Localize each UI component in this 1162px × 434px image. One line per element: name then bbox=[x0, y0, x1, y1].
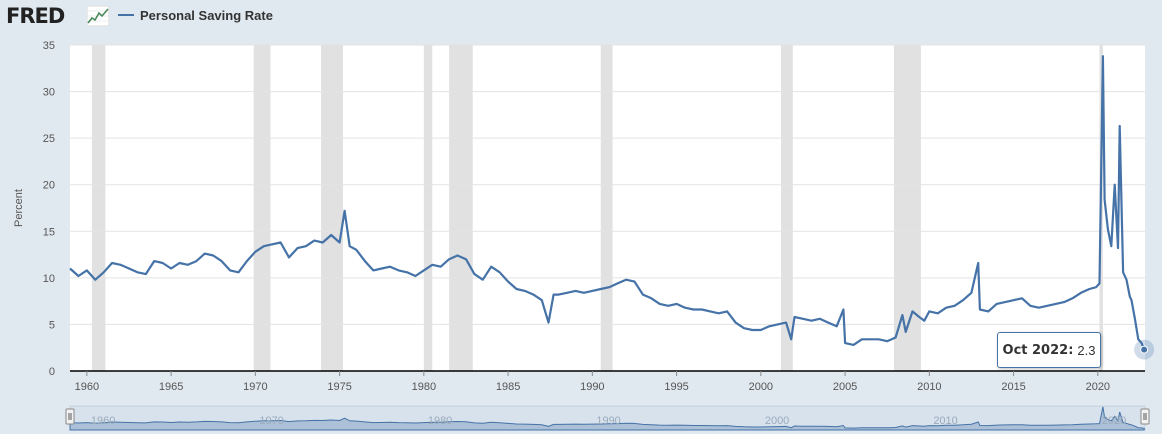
y-tick-label: 0 bbox=[49, 366, 55, 378]
x-tick-label: 1960 bbox=[75, 381, 99, 393]
x-tick-label: 1965 bbox=[159, 381, 183, 393]
hover-point[interactable] bbox=[1140, 345, 1149, 354]
y-tick-label: 15 bbox=[43, 226, 55, 238]
chart-legend[interactable]: Personal Saving Rate bbox=[118, 8, 273, 23]
legend-label: Personal Saving Rate bbox=[140, 8, 273, 23]
x-tick-label: 2015 bbox=[1001, 381, 1025, 393]
recession-band bbox=[781, 45, 793, 371]
x-tick-label: 1995 bbox=[664, 381, 688, 393]
y-tick-label: 20 bbox=[43, 180, 55, 192]
x-tick-label: 1990 bbox=[580, 381, 604, 393]
data-tooltip: Oct 2022: 2.3 bbox=[997, 332, 1101, 368]
tooltip-value: 2.3 bbox=[1077, 342, 1096, 358]
recession-band bbox=[91, 45, 106, 371]
navigator-handle-left[interactable] bbox=[65, 408, 75, 425]
chart-header: FRED Personal Saving Rate bbox=[0, 0, 1162, 34]
navigator-tick-label: 2010 bbox=[933, 415, 957, 427]
recession-band bbox=[321, 45, 343, 371]
navigator-tick-label: 1990 bbox=[596, 415, 620, 427]
legend-swatch bbox=[118, 13, 134, 16]
navigator-handle-right[interactable] bbox=[1140, 408, 1150, 425]
y-tick-label: 30 bbox=[43, 87, 55, 99]
y-tick-label: 10 bbox=[43, 273, 55, 285]
series-line[interactable] bbox=[69, 55, 1146, 351]
x-tick-label: 2005 bbox=[833, 381, 857, 393]
recession-band bbox=[893, 45, 921, 371]
y-axis-label: Percent bbox=[13, 189, 25, 227]
navigator-tick-label: 1980 bbox=[428, 415, 452, 427]
y-tick-label: 5 bbox=[49, 319, 55, 331]
x-tick-label: 2010 bbox=[917, 381, 941, 393]
navigator-tick-label: 2000 bbox=[765, 415, 789, 427]
navigator-series bbox=[69, 406, 1145, 431]
recession-band bbox=[449, 45, 473, 371]
navigator-selection[interactable] bbox=[70, 406, 1145, 430]
x-tick-label: 1975 bbox=[327, 381, 351, 393]
navigator-tick-label: 2020 bbox=[1102, 415, 1126, 427]
recession-band bbox=[253, 45, 271, 371]
recession-band bbox=[600, 45, 613, 371]
fred-logo[interactable]: FRED bbox=[6, 4, 65, 28]
x-tick-label: 1985 bbox=[496, 381, 520, 393]
tooltip-date: Oct 2022: bbox=[1002, 342, 1074, 358]
x-tick-label: 1980 bbox=[412, 381, 436, 393]
y-tick-label: 25 bbox=[43, 133, 55, 145]
x-tick-label: 2020 bbox=[1086, 381, 1110, 393]
navigator-tick-label: 1960 bbox=[91, 415, 115, 427]
recession-band bbox=[423, 45, 433, 371]
navigator-tick-label: 1970 bbox=[259, 415, 283, 427]
x-tick-label: 2000 bbox=[749, 381, 773, 393]
y-tick-label: 35 bbox=[43, 40, 55, 52]
x-tick-label: 1970 bbox=[243, 381, 267, 393]
line-chart-icon bbox=[87, 6, 109, 26]
